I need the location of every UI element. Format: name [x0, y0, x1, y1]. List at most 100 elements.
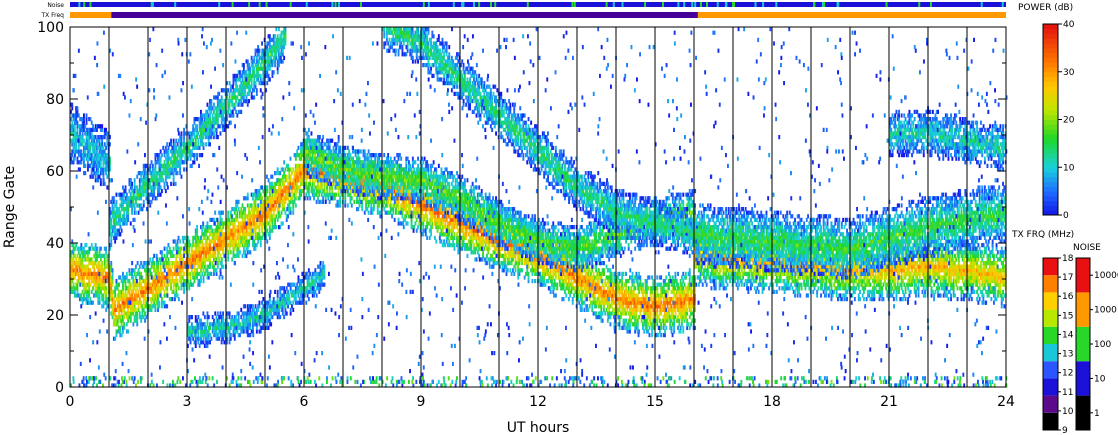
echo-cell-band-a [272, 203, 275, 208]
echo-cell-band-a [70, 279, 72, 284]
echo-cell-band-a [131, 300, 133, 305]
echo-cell-band-a [131, 297, 133, 302]
noise-strip-mark [694, 2, 697, 7]
echo-cell-band-a [493, 250, 496, 255]
echo-cell-band-a [194, 257, 197, 262]
echo-cell-band-a [159, 275, 162, 280]
echo-cell-band-a [71, 261, 74, 266]
echo-cell-band-a [504, 250, 507, 255]
echo-cell-band-a [180, 253, 183, 258]
echo-cell-band-a [129, 315, 132, 320]
echo-cell-band-a [163, 293, 166, 298]
echo-cell-band-a [94, 289, 97, 294]
echo-cell-band-a [636, 307, 639, 312]
echo-cell-band-a [527, 261, 530, 266]
echo-cell-band-a [210, 253, 213, 258]
echo-cell-band-a [137, 282, 140, 287]
echo-cell-band-a [125, 311, 128, 316]
echo-cell-band-a [232, 253, 235, 258]
echo-cell-band-a [123, 300, 126, 305]
echo-cell-band-a [145, 304, 148, 309]
echo-cell-band-a [153, 282, 156, 287]
echo-cell-band-a [526, 268, 529, 273]
echo-cell-band-a [266, 214, 269, 219]
echo-cell-band-a [332, 145, 335, 150]
echo-cell-band-a [254, 225, 257, 230]
echo-cell-band-a [103, 257, 106, 262]
echo-cell-band-a [257, 192, 260, 197]
echo-cell-band-a [188, 239, 191, 244]
echo-cell-band-a [254, 207, 257, 212]
echo-cell-band-a [649, 311, 652, 316]
echo-cell-band-a [144, 261, 146, 266]
echo-cell-band-a [164, 275, 167, 280]
echo-cell-band-a [70, 268, 72, 273]
echo-cell-band-a [86, 293, 89, 298]
echo-cell-band-a [94, 282, 97, 287]
echo-cell-band-a [254, 192, 257, 197]
echo-cell-band-a [85, 271, 88, 276]
echo-cell-band-a [228, 239, 231, 244]
echo-cell-band-a [255, 243, 258, 248]
echo-cell-band-a [300, 156, 302, 161]
echo-cell-band-a [344, 199, 347, 204]
echo-cell-band-a [155, 289, 158, 294]
echo-cell-band-a [175, 275, 178, 280]
echo-cell-band-a [231, 207, 234, 212]
echo-cell-band-a [595, 268, 598, 273]
echo-cell-band-a [180, 275, 183, 280]
echo-cell-band-a [183, 271, 185, 276]
echo-cell-band-a [133, 282, 136, 287]
echo-cell-band-a [285, 178, 288, 183]
echo-cell-band-a [167, 257, 170, 262]
echo-cell-band-a [448, 225, 451, 230]
echo-cell-band-a [422, 221, 425, 226]
echo-cell-band-a [612, 264, 614, 269]
echo-cell-band-a [450, 232, 453, 237]
echo-cell-band-a [142, 286, 145, 291]
echo-cell-band-a [320, 185, 323, 190]
echo-cell-band-a [124, 275, 127, 280]
echo-cell-band-a [94, 246, 97, 251]
echo-cell-band-a [227, 232, 230, 237]
echo-cell-band-a [289, 174, 292, 179]
echo-cell-band-a [649, 297, 652, 302]
echo-cell-band-a [118, 282, 120, 287]
echo-cell-band-a [250, 214, 253, 219]
echo-cell-band-a [339, 196, 341, 201]
echo-cell-band-a [166, 275, 169, 280]
echo-cell-band-a [254, 228, 257, 233]
echo-cell-band-a [183, 261, 185, 266]
echo-cell-band-a [255, 235, 258, 240]
echo-cell-band-a [244, 221, 247, 226]
echo-cell-band-a [622, 304, 625, 309]
echo-cell-band-a [120, 304, 123, 309]
noise-strip-mark [478, 2, 481, 7]
echo-cell-band-a [72, 286, 75, 291]
echo-cell-band-a [216, 228, 219, 233]
echo-cell-band-a [232, 207, 235, 212]
echo-cell-band-a [132, 279, 135, 284]
echo-cell-band-a [544, 228, 547, 233]
echo-cell-band-a [226, 243, 228, 248]
echo-cell-band-a [236, 246, 239, 251]
echo-cell-band-a [324, 196, 327, 201]
echo-cell-band-a [119, 293, 122, 298]
echo-cell-band-a [190, 257, 193, 262]
echo-cell-band-a [167, 268, 170, 273]
echo-cell-band-a [112, 300, 115, 305]
echo-cell-band-a [618, 282, 621, 287]
echo-cell-band-a [189, 279, 192, 284]
echo-cell-band-a [175, 286, 178, 291]
echo-cell-band-a [161, 286, 163, 291]
echo-cell-band-a [164, 257, 167, 262]
echo-cell-band-a [521, 261, 523, 266]
echo-cell-band-a [426, 214, 429, 219]
echo-cell-band-a [72, 243, 75, 248]
echo-cell-band-a [652, 282, 655, 287]
echo-cell-band-a [77, 250, 80, 255]
echo-cell-band-a [114, 293, 117, 298]
echo-cell-band-a [248, 207, 250, 212]
echo-cell-band-a [262, 203, 265, 208]
